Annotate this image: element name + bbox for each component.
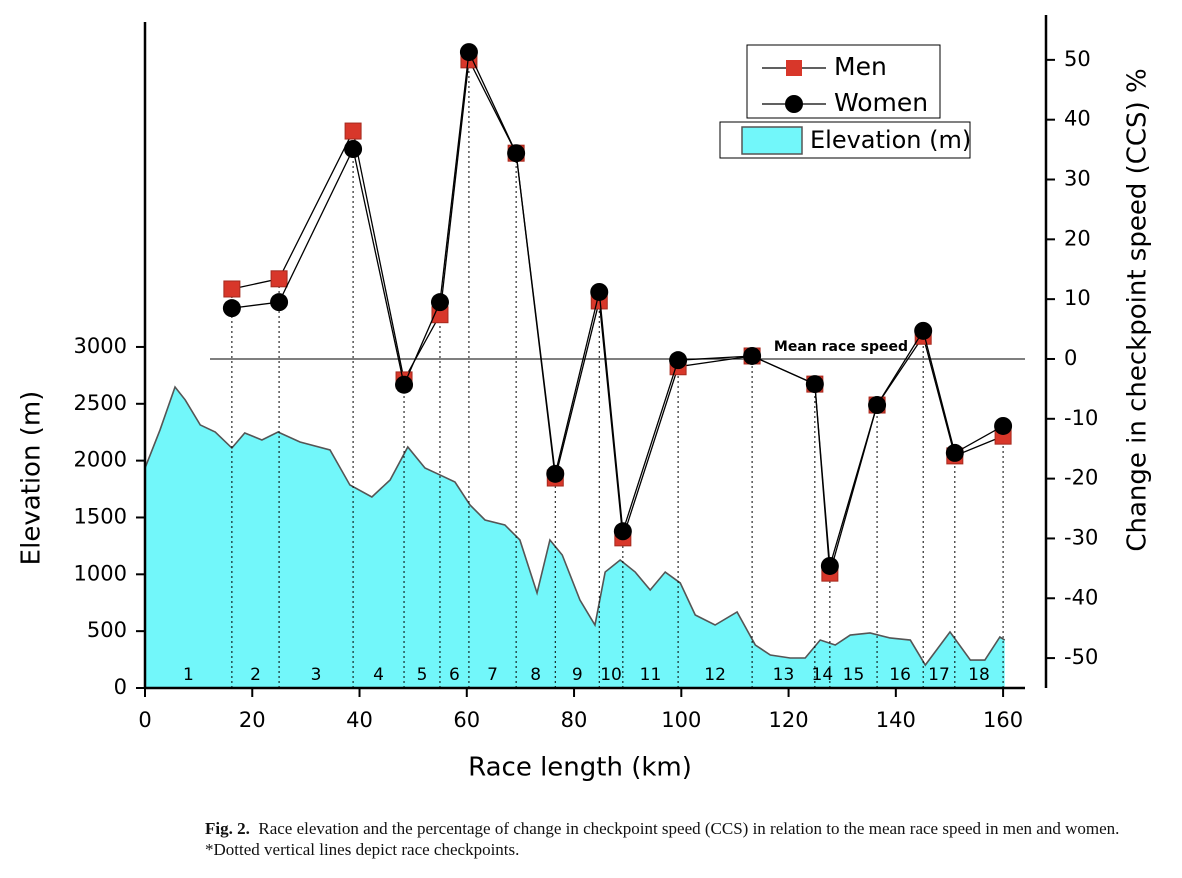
women-marker — [270, 293, 289, 312]
segment-label: 10 — [600, 665, 622, 685]
y-tick-label: 2000 — [74, 448, 127, 472]
x-tick-label: 60 — [453, 708, 480, 732]
caption: Fig. 2. Race elevation and the percentag… — [205, 818, 1155, 860]
women-marker — [820, 556, 839, 575]
women-marker — [868, 396, 887, 415]
segment-label: 16 — [889, 665, 911, 685]
y2-tick-label: -20 — [1064, 466, 1098, 490]
women-marker — [395, 375, 414, 394]
y2-tick-label: -40 — [1064, 585, 1098, 609]
legend-box — [746, 44, 941, 119]
y-tick-label: 500 — [87, 618, 127, 642]
caption-label: Fig. 2. — [205, 819, 250, 838]
legend-swatch — [741, 126, 803, 155]
x-tick-label: 120 — [769, 708, 809, 732]
y-tick-label: 3000 — [74, 334, 127, 358]
segment-label: 7 — [487, 665, 498, 685]
elevation-outline — [144, 385, 1006, 667]
y2-axis-label: Change in checkpoint speed (CCS) % — [1123, 68, 1153, 551]
segment-label: 12 — [704, 665, 726, 685]
legend-label: Women — [834, 88, 928, 117]
women-marker — [994, 416, 1013, 435]
y2-tick-label: 0 — [1064, 346, 1077, 370]
caption-text: Race elevation and the percentage of cha… — [205, 819, 1120, 859]
women-marker — [743, 346, 762, 365]
y-axis-label: Elevation (m) — [17, 391, 47, 566]
legend-marker — [785, 95, 803, 113]
men-marker — [223, 280, 241, 298]
segment-label: 2 — [250, 665, 261, 685]
x-tick-label: 140 — [876, 708, 916, 732]
annotation: Mean race speed — [774, 339, 908, 355]
elevation-area — [145, 386, 1005, 688]
women-marker — [669, 351, 688, 370]
segment-label: 14 — [812, 665, 834, 685]
women-marker — [914, 321, 933, 340]
women-marker — [459, 43, 478, 62]
x-axis-label: Race length (km) — [468, 753, 692, 783]
x-tick-label: 160 — [983, 708, 1023, 732]
segment-label: 8 — [530, 665, 541, 685]
segment-label: 6 — [449, 665, 460, 685]
segment-label: 15 — [843, 665, 865, 685]
x-tick-label: 20 — [239, 708, 266, 732]
x-tick-label: 0 — [138, 708, 151, 732]
y-tick-label: 2500 — [74, 391, 127, 415]
women-marker — [546, 464, 565, 483]
men-marker — [270, 270, 288, 288]
legend-label: Elevation (m) — [810, 126, 971, 154]
y2-tick-label: 50 — [1064, 47, 1091, 71]
legend-marker — [786, 60, 802, 76]
women-marker — [945, 443, 964, 462]
women-marker — [507, 144, 526, 163]
segment-label: 9 — [572, 665, 583, 685]
y2-tick-label: 20 — [1064, 226, 1091, 250]
y2-tick-label: 10 — [1064, 286, 1091, 310]
legend-label: Men — [834, 52, 887, 81]
men-marker — [344, 122, 362, 140]
x-tick-label: 40 — [346, 708, 373, 732]
segment-label: 1 — [183, 665, 194, 685]
y-tick-label: 0 — [114, 675, 127, 699]
y2-tick-label: -50 — [1064, 645, 1098, 669]
y2-tick-label: -30 — [1064, 525, 1098, 549]
women-marker — [590, 282, 609, 301]
segment-label: 3 — [311, 665, 322, 685]
y-tick-label: 1500 — [74, 504, 127, 528]
segment-label: 5 — [417, 665, 428, 685]
y2-tick-label: 40 — [1064, 107, 1091, 131]
women-marker — [344, 140, 363, 159]
segment-label: 17 — [928, 665, 950, 685]
women-marker — [430, 293, 449, 312]
y-tick-label: 1000 — [74, 561, 127, 585]
women-marker — [805, 375, 824, 394]
women-marker — [222, 299, 241, 318]
segment-label: 11 — [640, 665, 662, 685]
x-tick-label: 100 — [661, 708, 701, 732]
segment-label: 4 — [373, 665, 384, 685]
women-marker — [613, 522, 632, 541]
x-tick-label: 80 — [561, 708, 588, 732]
y2-tick-label: -10 — [1064, 406, 1098, 430]
series-line — [231, 49, 1004, 567]
segment-label: 13 — [773, 665, 795, 685]
y2-tick-label: 30 — [1064, 167, 1091, 191]
segment-label: 18 — [968, 665, 990, 685]
